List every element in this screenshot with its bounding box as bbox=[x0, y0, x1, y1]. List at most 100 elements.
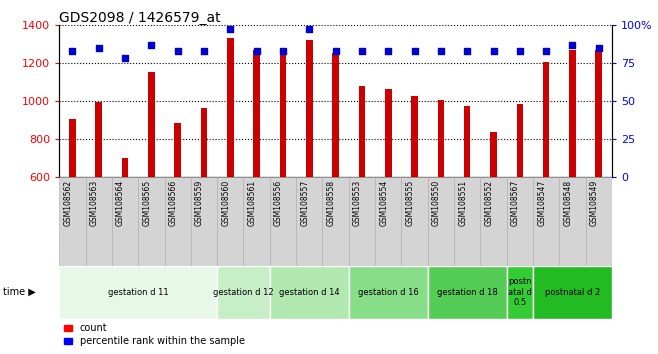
Text: GDS2098 / 1426579_at: GDS2098 / 1426579_at bbox=[59, 11, 221, 25]
Text: GSM108558: GSM108558 bbox=[326, 180, 336, 226]
Bar bbox=[306, 40, 313, 177]
Text: GSM108552: GSM108552 bbox=[484, 180, 494, 226]
Text: GSM108561: GSM108561 bbox=[247, 180, 257, 226]
Point bbox=[146, 42, 157, 47]
Bar bbox=[349, 177, 375, 266]
Bar bbox=[253, 51, 260, 177]
Bar bbox=[322, 177, 349, 266]
Point bbox=[67, 48, 78, 53]
Bar bbox=[438, 100, 444, 177]
Text: GSM108550: GSM108550 bbox=[432, 180, 441, 226]
Bar bbox=[86, 177, 112, 266]
Text: gestation d 14: gestation d 14 bbox=[279, 287, 340, 297]
Bar bbox=[559, 177, 586, 266]
Point bbox=[304, 27, 315, 32]
Point bbox=[594, 45, 604, 50]
Text: gestation d 12: gestation d 12 bbox=[213, 287, 274, 297]
Bar bbox=[164, 177, 191, 266]
Point bbox=[383, 48, 393, 53]
Text: gestation d 18: gestation d 18 bbox=[437, 287, 497, 297]
Text: GSM108563: GSM108563 bbox=[89, 180, 99, 226]
Bar bbox=[411, 96, 418, 177]
Text: GSM108554: GSM108554 bbox=[379, 180, 388, 226]
Bar bbox=[507, 177, 533, 266]
Bar bbox=[138, 177, 164, 266]
Text: postnatal d 2: postnatal d 2 bbox=[545, 287, 600, 297]
Text: GSM108564: GSM108564 bbox=[116, 180, 125, 226]
Bar bbox=[595, 51, 602, 177]
Bar bbox=[174, 123, 181, 177]
Bar bbox=[95, 102, 102, 177]
Point bbox=[436, 48, 446, 53]
Text: GSM108557: GSM108557 bbox=[300, 180, 309, 226]
Point bbox=[515, 48, 525, 53]
Bar bbox=[69, 119, 76, 177]
Point bbox=[567, 42, 578, 47]
Point bbox=[278, 48, 288, 53]
Text: GSM108547: GSM108547 bbox=[537, 180, 546, 226]
Bar bbox=[517, 104, 523, 177]
Bar bbox=[243, 177, 270, 266]
Bar bbox=[533, 266, 612, 319]
Text: GSM108551: GSM108551 bbox=[458, 180, 467, 226]
Bar bbox=[122, 158, 128, 177]
Point bbox=[251, 48, 262, 53]
Bar bbox=[359, 86, 365, 177]
Point bbox=[541, 48, 551, 53]
Point bbox=[120, 56, 130, 61]
Bar bbox=[217, 266, 270, 319]
Text: GSM108556: GSM108556 bbox=[274, 180, 283, 226]
Bar bbox=[148, 72, 155, 177]
Bar bbox=[59, 266, 217, 319]
Point bbox=[357, 48, 367, 53]
Text: gestation d 11: gestation d 11 bbox=[108, 287, 168, 297]
Text: gestation d 16: gestation d 16 bbox=[358, 287, 418, 297]
Text: GSM108549: GSM108549 bbox=[590, 180, 599, 226]
Bar bbox=[490, 132, 497, 177]
Bar bbox=[454, 177, 480, 266]
Bar bbox=[385, 90, 392, 177]
Bar bbox=[428, 266, 507, 319]
Bar bbox=[296, 177, 322, 266]
Text: GSM108565: GSM108565 bbox=[142, 180, 151, 226]
Point bbox=[330, 48, 341, 53]
Text: GSM108560: GSM108560 bbox=[221, 180, 230, 226]
Bar bbox=[201, 108, 207, 177]
Bar bbox=[401, 177, 428, 266]
Bar bbox=[464, 105, 470, 177]
Point bbox=[199, 48, 209, 53]
Text: GSM108559: GSM108559 bbox=[195, 180, 204, 226]
Bar bbox=[349, 266, 428, 319]
Point bbox=[225, 27, 236, 32]
Text: GSM108566: GSM108566 bbox=[168, 180, 178, 226]
Text: GSM108553: GSM108553 bbox=[353, 180, 362, 226]
Text: GSM108555: GSM108555 bbox=[405, 180, 415, 226]
Point bbox=[93, 45, 104, 50]
Bar bbox=[480, 177, 507, 266]
Bar bbox=[569, 50, 576, 177]
Bar bbox=[227, 38, 234, 177]
Text: GSM108567: GSM108567 bbox=[511, 180, 520, 226]
Bar bbox=[586, 177, 612, 266]
Bar bbox=[59, 177, 86, 266]
Bar bbox=[112, 177, 138, 266]
Point bbox=[172, 48, 183, 53]
Bar bbox=[217, 177, 243, 266]
Bar bbox=[375, 177, 401, 266]
Bar bbox=[191, 177, 217, 266]
Legend: count, percentile rank within the sample: count, percentile rank within the sample bbox=[64, 324, 245, 346]
Point bbox=[462, 48, 472, 53]
Bar bbox=[332, 53, 339, 177]
Text: GSM108562: GSM108562 bbox=[63, 180, 72, 226]
Bar bbox=[543, 62, 549, 177]
Text: postn
atal d
0.5: postn atal d 0.5 bbox=[508, 277, 532, 307]
Bar bbox=[270, 266, 349, 319]
Bar bbox=[533, 177, 559, 266]
Bar bbox=[280, 51, 286, 177]
Text: time ▶: time ▶ bbox=[3, 287, 36, 297]
Text: GSM108548: GSM108548 bbox=[563, 180, 572, 226]
Bar bbox=[270, 177, 296, 266]
Bar bbox=[428, 177, 454, 266]
Point bbox=[409, 48, 420, 53]
Bar bbox=[507, 266, 533, 319]
